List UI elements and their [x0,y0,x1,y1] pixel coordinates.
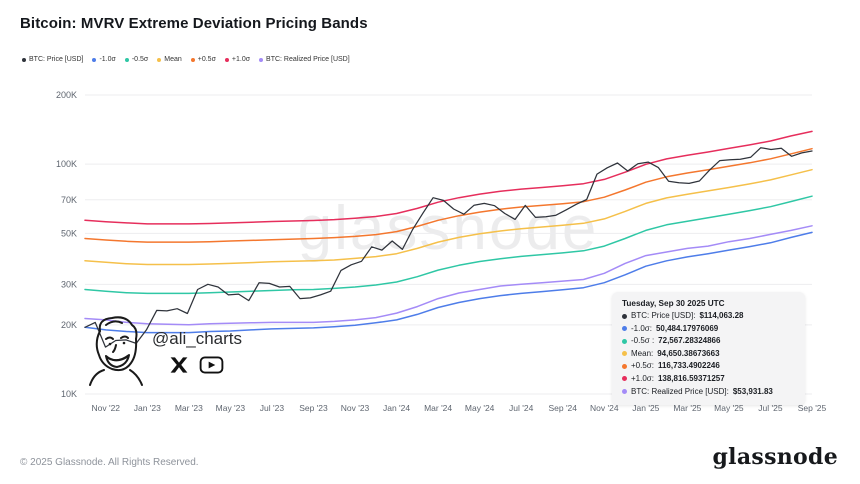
y-axis-label: 50K [61,228,77,238]
tooltip-series-value: 138,816.59371257 [657,373,725,383]
tooltip-row: +0.5σ: 116,733.4902246 [622,361,795,371]
series-line-+1.0σ [84,130,813,225]
y-axis-label: 20K [61,320,77,330]
series-line--1.0σ [84,231,813,334]
x-axis-label: Sep '23 [299,403,328,413]
x-axis-label: Jan '24 [383,403,410,413]
y-axis-label: 30K [61,279,77,289]
x-axis-label: Nov '22 [91,403,120,413]
series-line--0.5σ [84,195,813,295]
y-axis-label: 70K [61,195,77,205]
tooltip-series-value: $53,931.83 [732,386,773,396]
tooltip-series-label: +0.5σ: [631,361,654,371]
tooltip-series-label: BTC: Realized Price [USD]: [631,386,729,396]
x-axis-label: Nov '24 [590,403,619,413]
tooltip-series-dot-icon [622,376,627,382]
legend-dot-icon [92,57,97,62]
legend-label: +1.0σ [231,56,251,63]
tooltip-series-dot-icon [622,338,627,344]
y-axis-label: 10K [61,389,77,399]
tooltip-row: BTC: Price [USD]: $114,063.28 [622,311,795,321]
series-line-Mean [84,168,813,266]
ali-charts-handle: @ali_charts [152,329,243,348]
legend-item[interactable]: +0.5σ [190,56,216,63]
tooltip-series-value: 72,567.28324866 [658,336,721,346]
legend-item[interactable]: BTC: Price [USD] [22,56,83,63]
x-axis-label: May '23 [216,403,246,413]
tooltip-series-value: 50,484.17976069 [655,323,719,333]
x-logo-icon [170,357,188,378]
tooltip-row: -1.0σ: 50,484.17976069 [622,324,795,334]
x-axis-label: Nov '23 [341,403,370,413]
legend-label: -0.5σ [131,56,149,63]
attribution: @ali_charts [86,313,242,392]
legend-dot-icon [190,57,195,62]
tooltip-series-label: Mean: [631,348,654,358]
tooltip-series-label: -1.0σ: [631,323,652,333]
legend-label: Mean [164,56,182,63]
tooltip-row: -0.5σ :72,567.28324866 [622,336,795,346]
legend-dot-icon [259,57,264,62]
tooltip-row: +1.0σ: 138,816.59371257 [622,374,795,384]
x-axis-label: Mar '24 [424,403,452,413]
legend-label: +0.5σ [197,56,216,63]
x-axis-label: Jul '23 [260,403,285,413]
price-chart[interactable]: 200K 100K 70K 50K 30K 20K 10K Nov '22 Jan '23 Mar… [0,85,860,430]
x-axis-label: Mar '25 [673,403,701,413]
chart-legend: BTC: Price [USD] -1.0σ -0.5σ Mean +0.5σ +1.0σ… [22,56,350,63]
x-axis-label: Jul '24 [509,403,534,413]
series-line-BTC: Price [USD] [84,147,813,348]
legend-dot-icon [22,57,26,62]
legend-label: BTC: Realized Price [USD] [266,56,350,63]
x-axis-label: Jul '25 [758,403,783,413]
tooltip-series-label: +1.0σ: [631,373,654,383]
legend-label: BTC: Price [USD] [29,56,84,63]
series-line-BTC: Realized Price [USD] [84,225,813,326]
tooltip-series-label: BTC: Price [USD]: [631,311,696,320]
legend-label: -1.0σ [99,56,116,63]
series-line-+0.5σ [84,147,813,243]
legend-dot-icon [124,57,129,62]
tooltip-series-dot-icon [622,363,627,369]
x-axis-label: Jan '25 [632,403,659,413]
x-axis-label: May '25 [714,403,744,413]
legend-item[interactable]: Mean [157,56,182,63]
tooltip-row: BTC: Realized Price [USD]: $53,931.83 [622,387,795,397]
glassnode-logo: glassnode [712,444,838,470]
tooltip-series-dot-icon [622,351,627,357]
legend-dot-icon [157,57,162,62]
tooltip-series-value: $114,063.28 [699,311,744,320]
tooltip-row: Mean: 94,650.38673663 [622,349,795,359]
ali-charts-face-illustration [86,313,146,392]
tooltip-series-dot-icon [622,326,627,332]
tooltip-series-label: -0.5σ : [631,336,655,346]
play-button-icon [199,356,224,379]
tooltip-date: Tuesday, Sep 30 2025 UTC [622,299,725,308]
copyright-text: © 2025 Glassnode. All Rights Reserved. [20,457,199,468]
tooltip-series-dot-icon [622,313,627,319]
page-title: Bitcoin: MVRV Extreme Deviation Pricing … [20,15,368,32]
x-axis-label: Sep '25 [798,403,827,413]
tooltip-series-value: 116,733.4902246 [657,361,720,371]
x-axis-label: Sep '24 [548,403,577,413]
x-axis-label: Mar '23 [175,403,203,413]
x-axis-label: Jan '23 [134,403,161,413]
chart-area[interactable]: glassnode 200K 100K 70K 50K 30K 20K 10K Nov '22… [0,85,860,430]
legend-item[interactable]: -0.5σ [124,56,149,63]
tooltip-series-dot-icon [622,389,627,395]
y-axis-label: 200K [56,90,77,100]
x-axis-label: May '24 [465,403,495,413]
legend-item[interactable]: -1.0σ [92,56,116,63]
chart-tooltip: Tuesday, Sep 30 2025 UTC BTC: Price [USD… [612,292,805,405]
legend-dot-icon [224,57,229,62]
legend-item[interactable]: BTC: Realized Price [USD] [259,56,350,63]
legend-item[interactable]: +1.0σ [224,56,251,63]
y-axis-label: 100K [56,159,77,169]
tooltip-series-value: 94,650.38673663 [657,348,720,358]
